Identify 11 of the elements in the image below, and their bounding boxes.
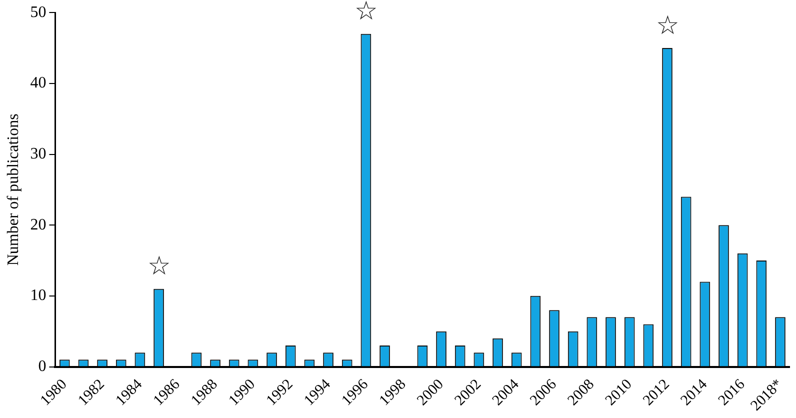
y-tick-label: 20 — [30, 216, 46, 234]
y-tick-label: 50 — [30, 4, 46, 21]
y-tick-label: 30 — [30, 145, 46, 162]
y-tick-label: 0 — [38, 358, 46, 375]
y-axis-title: Number of publications — [4, 114, 22, 266]
y-tick-label: 10 — [30, 287, 46, 304]
x-tick-label: 1990 — [226, 376, 259, 409]
data-label: ☆ — [147, 252, 170, 281]
data-label: ☆ — [354, 0, 378, 26]
y-tick-label: 40 — [30, 74, 46, 92]
data-label: ☆ — [656, 10, 679, 40]
